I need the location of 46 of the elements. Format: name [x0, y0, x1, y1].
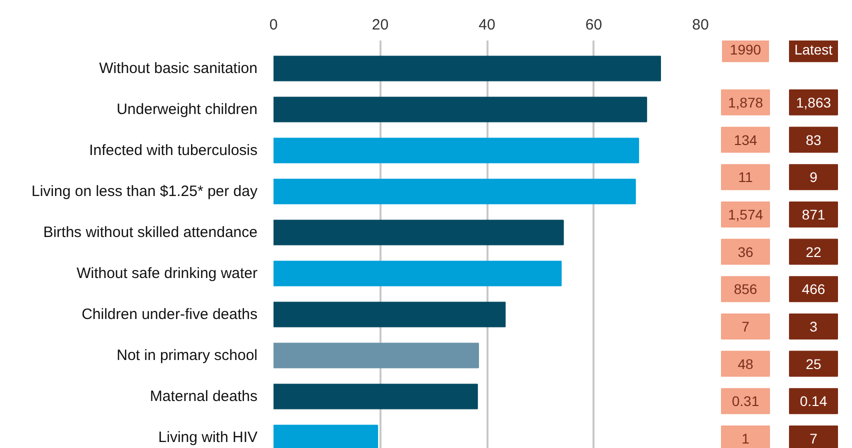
text: 856 — [734, 281, 758, 298]
category-label: Latest — [794, 42, 833, 58]
x-tick-label: 0 — [269, 16, 278, 34]
x-tick-label: 20 — [372, 16, 389, 34]
y-tick-label: Children under-five deaths — [82, 306, 258, 323]
text: 134 — [734, 132, 758, 148]
y-tick-label: Infected with tuberculosis — [89, 142, 258, 159]
bar — [274, 342, 479, 368]
y-tick-label: Maternal deaths — [150, 388, 258, 405]
y-tick-label: Without basic sanitation — [99, 60, 258, 77]
x-tick-label: 40 — [478, 16, 496, 34]
y-tick-label: Underweight children — [116, 101, 258, 118]
x-tick-label: 60 — [585, 16, 602, 34]
y-tick-label: Living with HIV — [158, 429, 258, 446]
bar — [274, 56, 661, 82]
y-tick-label: Births without skilled attendance — [43, 224, 258, 241]
bar — [274, 138, 640, 164]
text: 0.14 — [800, 393, 828, 410]
text: 0.31 — [732, 393, 760, 410]
bar — [274, 260, 562, 286]
y-tick-label: Not in primary school — [116, 347, 258, 364]
y-tick-label: Without safe drinking water — [76, 265, 258, 282]
text: 3 — [810, 318, 818, 334]
bar — [274, 96, 648, 122]
text: 466 — [802, 281, 826, 298]
text: 36 — [738, 244, 754, 260]
category-label: 1990 — [730, 42, 762, 58]
bar — [274, 178, 636, 204]
bar — [274, 384, 478, 410]
text: 1 — [742, 430, 750, 446]
text: 22 — [806, 244, 822, 260]
text: 83 — [806, 132, 822, 148]
x-tick-label: 80 — [692, 16, 709, 34]
y-tick-label: Living on less than $1.25* per day — [32, 183, 258, 200]
text: 25 — [806, 356, 822, 372]
text: 9 — [810, 169, 818, 186]
bar — [274, 302, 506, 328]
text: 1,574 — [728, 206, 764, 222]
text: 1,863 — [796, 94, 832, 110]
text: 871 — [802, 206, 826, 222]
text: 1,878 — [728, 94, 764, 110]
text: 7 — [742, 318, 750, 334]
bar — [274, 220, 564, 246]
text: 7 — [810, 430, 818, 446]
text: 11 — [738, 169, 753, 186]
text: 48 — [738, 356, 754, 372]
